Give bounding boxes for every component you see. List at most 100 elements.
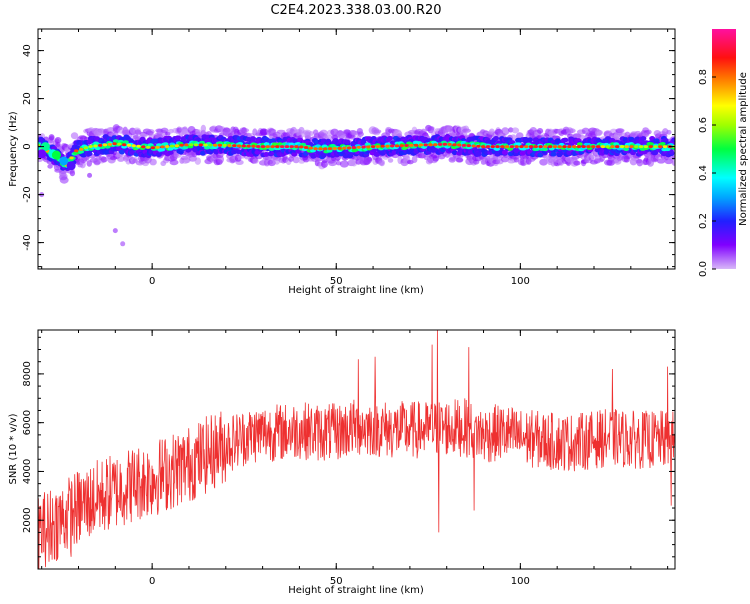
heatmap-cell xyxy=(387,158,394,163)
heatmap-cell xyxy=(653,145,658,149)
spectrogram-heatmap xyxy=(28,124,675,247)
heatmap-cell xyxy=(213,149,220,155)
heatmap-cell xyxy=(292,156,300,164)
colorbar-gradient xyxy=(712,29,736,269)
heatmap-cell xyxy=(600,145,606,149)
heatmap-cell xyxy=(427,126,435,131)
heatmap-cell xyxy=(217,143,223,147)
heatmap-cell xyxy=(562,137,569,143)
heatmap-cell xyxy=(250,136,257,141)
heatmap-cell xyxy=(271,142,278,146)
heatmap-cell xyxy=(117,142,122,146)
heatmap-cell xyxy=(418,143,424,147)
snr-panel: 0 50 100 2000 4000 6000 8000 Height of straigh… xyxy=(8,329,676,596)
heatmap-cell xyxy=(98,143,103,147)
heatmap-cell xyxy=(251,144,256,148)
heatmap-cell xyxy=(141,145,146,149)
heatmap-cell xyxy=(671,137,675,143)
heatmap-cell xyxy=(379,159,386,167)
heatmap-cell xyxy=(452,143,457,147)
heatmap-cell xyxy=(614,145,620,149)
heatmap-cell xyxy=(47,164,53,169)
heatmap-cell xyxy=(466,144,472,148)
y-tick-label: 0 xyxy=(22,143,33,149)
heatmap-cell xyxy=(490,145,495,149)
heatmap-cell xyxy=(536,128,544,134)
heatmap-cell xyxy=(342,146,347,150)
x-tick-label: 100 xyxy=(511,576,530,587)
heatmap-cell xyxy=(500,156,510,163)
colorbar-tick-label: 0.8 xyxy=(698,69,709,85)
y-tick-label: 40 xyxy=(22,44,33,57)
heatmap-cell xyxy=(179,143,184,147)
heatmap-cell xyxy=(162,142,169,146)
snr-line-layer xyxy=(38,330,675,569)
heatmap-cell xyxy=(623,147,630,152)
heatmap-cell xyxy=(643,145,649,149)
heatmap-cell xyxy=(93,160,101,165)
heatmap-cell xyxy=(656,158,666,164)
heatmap-cell xyxy=(394,144,400,148)
heatmap-cell xyxy=(351,146,357,150)
y-tick-label: 6000 xyxy=(22,410,33,435)
heatmap-cell xyxy=(366,157,373,163)
heatmap-cell xyxy=(203,143,208,147)
heatmap-cell xyxy=(83,146,89,150)
heatmap-cell xyxy=(385,144,390,148)
heatmap-cell xyxy=(404,144,409,148)
heatmap-cell xyxy=(619,145,625,149)
heatmap-cell xyxy=(411,155,418,164)
heatmap-cell xyxy=(509,145,515,149)
heatmap-cell xyxy=(38,149,47,159)
colorbar-label: Normalized spectral amplitude xyxy=(738,72,749,226)
heatmap-cell xyxy=(112,142,117,146)
heatmap-cell xyxy=(126,143,132,147)
heatmap-cell xyxy=(605,145,610,149)
heatmap-cell xyxy=(255,144,261,148)
heatmap-cell xyxy=(413,143,419,147)
heatmap-cell xyxy=(118,149,125,155)
heatmap-cell xyxy=(471,144,476,148)
heatmap-cell xyxy=(259,128,268,136)
heatmap-cell xyxy=(346,146,352,150)
heatmap-cell xyxy=(194,157,201,165)
heatmap-cell xyxy=(93,144,98,148)
heatmap-cell xyxy=(370,145,376,149)
heatmap-cell xyxy=(357,131,364,137)
heatmap-cell xyxy=(578,134,586,140)
heatmap-cell xyxy=(100,156,108,163)
heatmap-cell xyxy=(236,144,242,148)
heatmap-cell xyxy=(227,144,232,148)
heatmap-cell xyxy=(433,143,438,147)
heatmap-cell xyxy=(299,145,304,149)
heatmap-cell xyxy=(542,147,549,152)
heatmap-cell xyxy=(500,145,505,149)
heatmap-cell xyxy=(193,143,199,147)
heatmap-cell xyxy=(184,143,189,147)
heatmap-cell xyxy=(457,143,462,147)
snr-ticks: 0 50 100 2000 4000 6000 8000 xyxy=(22,330,675,587)
heatmap-cell xyxy=(69,170,76,177)
heatmap-cell xyxy=(107,142,113,146)
heatmap-outlier xyxy=(28,228,33,233)
heatmap-cell xyxy=(516,132,524,140)
heatmap-cell xyxy=(289,145,294,149)
heatmap-cell xyxy=(658,145,663,149)
heatmap-cell xyxy=(344,139,351,145)
x-tick-label: 50 xyxy=(330,576,343,587)
heatmap-cell xyxy=(595,129,602,137)
heatmap-cell xyxy=(526,137,533,143)
heatmap-cell xyxy=(361,145,366,149)
heatmap-cell xyxy=(399,144,404,148)
heatmap-cell xyxy=(571,145,577,149)
figure-title: C2E4.2023.338.03.00.R20 xyxy=(270,3,441,18)
heatmap-cell xyxy=(263,152,270,157)
heatmap-cell xyxy=(616,128,625,133)
heatmap-cell xyxy=(59,176,69,184)
heatmap-cell xyxy=(78,149,85,154)
y-tick-label: 2000 xyxy=(22,507,33,532)
heatmap-cell xyxy=(648,142,655,146)
heatmap-cell xyxy=(576,142,583,146)
heatmap-cell xyxy=(318,147,323,151)
snr-xlabel: Height of straight line (km) xyxy=(288,585,424,596)
